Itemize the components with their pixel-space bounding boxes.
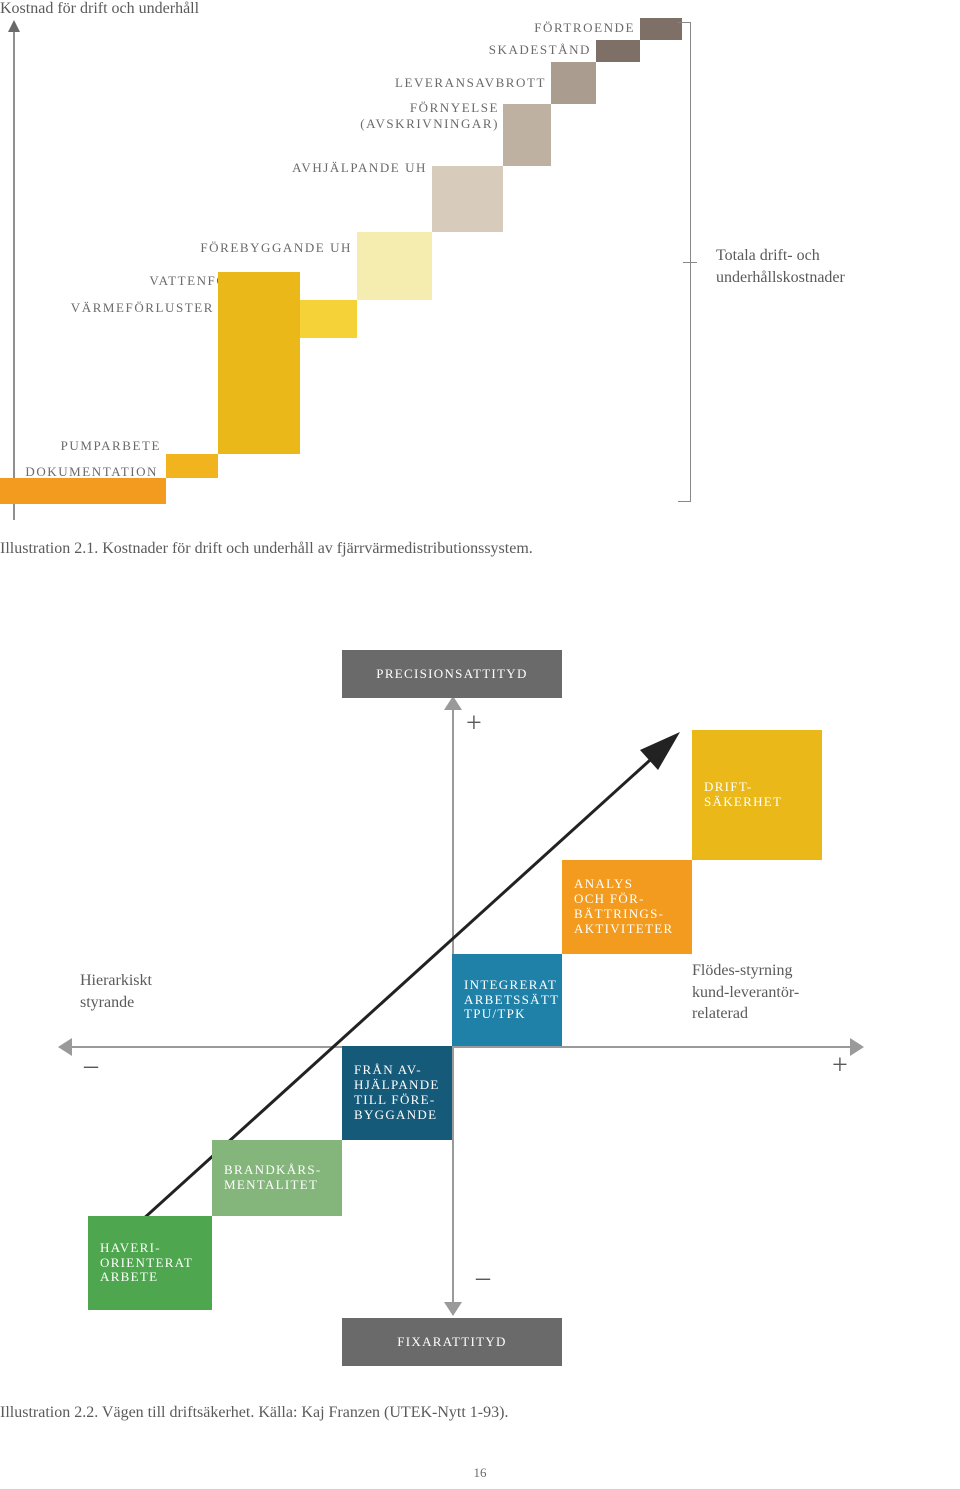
plus-right: + xyxy=(832,1050,848,1082)
top-attitude-text: PRECISIONSATTITYD xyxy=(376,667,527,682)
quadrant-chart: PRECISIONSATTITYD FIXARATTITYD Hierarkis… xyxy=(80,650,880,1350)
left-axis-label: Hierarkiskt styrande xyxy=(80,970,152,1013)
right-axis-l3: relaterad xyxy=(692,1005,748,1022)
stage-box: INTEGRERATARBETSSÄTTTPU/TPK xyxy=(452,954,562,1046)
total-cost-line2: underhållskostnader xyxy=(716,269,845,286)
cost-label: SKADESTÅND xyxy=(456,42,591,58)
chart1-caption: Illustration 2.1. Kostnader för drift oc… xyxy=(0,540,533,558)
cost-label: FÖRTROENDE xyxy=(500,20,635,36)
cost-label: DOKUMENTATION xyxy=(0,464,158,480)
cost-label: VÄRMEFÖRLUSTER xyxy=(52,300,214,316)
right-axis-l2: kund-leverantör- xyxy=(692,984,799,1001)
stage-box: DRIFT-SÄKERHET xyxy=(692,730,822,860)
cost-block xyxy=(218,272,300,454)
left-axis-l2: styrande xyxy=(80,994,134,1011)
minus-bottom: – xyxy=(476,1262,490,1294)
stage-box: BRANDKÅRS-MENTALITET xyxy=(212,1140,342,1216)
total-cost-label: Totala drift- och underhållskostnader xyxy=(716,245,845,288)
cost-label: LEVERANSAVBROTT xyxy=(360,75,546,91)
cost-block xyxy=(432,166,503,232)
stage-box: HAVERI-ORIENTERATARBETE xyxy=(88,1216,212,1310)
right-axis-label: Flödes-styrning kund-leverantör- relater… xyxy=(692,960,799,1025)
stage-box: ANALYSOCH FÖR-BÄTTRINGS-AKTIVITETER xyxy=(562,860,692,954)
cost-label: FÖREBYGGANDE UH xyxy=(176,240,352,256)
bottom-attitude-box: FIXARATTITYD xyxy=(342,1318,562,1366)
cost-block xyxy=(166,454,218,478)
chart1-title: Kostnad för drift och underhåll xyxy=(0,0,199,18)
cost-block xyxy=(357,232,432,300)
cost-block xyxy=(0,478,166,504)
cost-label: FÖRNYELSE(AVSKRIVNINGAR) xyxy=(333,100,499,133)
cost-stairstep-chart: Kostnad för drift och underhåll FÖRTROEN… xyxy=(0,0,960,570)
cost-block xyxy=(640,18,682,40)
bracket xyxy=(690,22,691,502)
page-number: 16 xyxy=(0,1465,960,1481)
cost-label: PUMPARBETE xyxy=(41,438,161,454)
cost-block xyxy=(551,62,596,104)
plus-top: + xyxy=(466,708,482,740)
cost-block xyxy=(596,40,640,62)
cost-block xyxy=(503,104,551,166)
chart2-caption: Illustration 2.2. Vägen till driftsäkerh… xyxy=(0,1404,508,1422)
left-axis-l1: Hierarkiskt xyxy=(80,972,152,989)
stage-box: FRÅN AV-HJÄLPANDETILL FÖRE-BYGGANDE xyxy=(342,1046,452,1140)
cost-label: AVHJÄLPANDE UH xyxy=(265,160,427,176)
total-cost-line1: Totala drift- och xyxy=(716,247,820,264)
minus-left: – xyxy=(84,1050,98,1082)
cost-block xyxy=(300,300,357,338)
x-axis-arrow-left xyxy=(58,1036,74,1058)
right-axis-l1: Flödes-styrning xyxy=(692,962,792,979)
top-attitude-box: PRECISIONSATTITYD xyxy=(342,650,562,698)
y-axis-arrow xyxy=(4,20,24,520)
bottom-attitude-text: FIXARATTITYD xyxy=(397,1335,506,1350)
